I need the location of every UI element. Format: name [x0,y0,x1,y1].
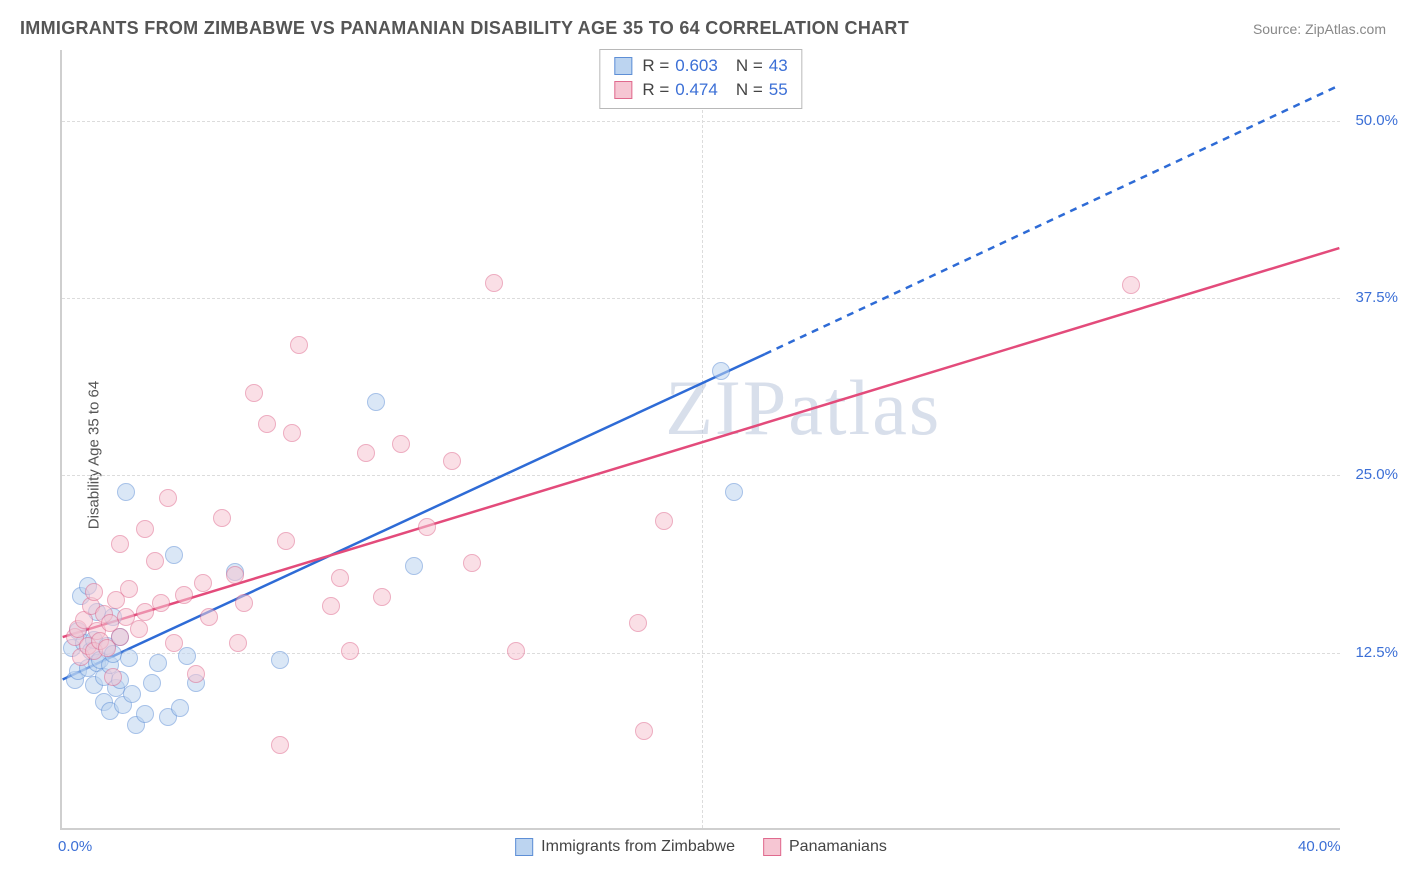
y-tick-label: 50.0% [1355,112,1398,129]
x-tick-label: 0.0% [58,838,92,855]
legend-item-zimbabwe: Immigrants from Zimbabwe [515,838,735,856]
n-label: N = [736,56,763,76]
scatter-point-panamanians [485,274,503,292]
legend-label-zimbabwe: Immigrants from Zimbabwe [541,838,735,856]
scatter-point-panamanians [373,588,391,606]
scatter-point-zimbabwe [136,705,154,723]
gridline-horizontal [62,121,1340,122]
legend-row-panamanians: R = 0.474 N = 55 [614,78,787,102]
scatter-point-panamanians [357,444,375,462]
correlation-legend: R = 0.603 N = 43 R = 0.474 N = 55 [599,49,802,109]
n-label: N = [736,80,763,100]
gridline-horizontal [62,475,1340,476]
scatter-point-zimbabwe [178,647,196,665]
chart-title: IMMIGRANTS FROM ZIMBABWE VS PANAMANIAN D… [20,18,909,39]
trend-lines-layer [62,50,1340,828]
scatter-point-panamanians [463,554,481,572]
scatter-point-panamanians [341,642,359,660]
scatter-point-zimbabwe [165,546,183,564]
scatter-point-panamanians [120,580,138,598]
scatter-point-panamanians [85,583,103,601]
scatter-point-panamanians [290,336,308,354]
scatter-point-panamanians [1122,276,1140,294]
scatter-point-panamanians [655,512,673,530]
scatter-point-panamanians [629,614,647,632]
scatter-point-zimbabwe [271,651,289,669]
y-tick-label: 37.5% [1355,289,1398,306]
plot-container: Disability Age 35 to 64 ZIPatlas R = 0.6… [50,50,1386,860]
scatter-point-panamanians [111,535,129,553]
legend-swatch-panamanians [614,81,632,99]
legend-swatch-zimbabwe [515,838,533,856]
scatter-point-zimbabwe [149,654,167,672]
scatter-point-panamanians [194,574,212,592]
scatter-point-zimbabwe [405,557,423,575]
scatter-point-panamanians [277,532,295,550]
scatter-point-panamanians [283,424,301,442]
y-tick-label: 25.0% [1355,466,1398,483]
scatter-point-panamanians [271,736,289,754]
scatter-point-panamanians [159,489,177,507]
watermark-text: ZIPatlas [665,363,941,453]
gridline-horizontal [62,653,1340,654]
scatter-point-zimbabwe [123,685,141,703]
scatter-point-panamanians [229,634,247,652]
scatter-point-panamanians [418,518,436,536]
scatter-point-panamanians [111,628,129,646]
scatter-point-panamanians [507,642,525,660]
scatter-point-panamanians [146,552,164,570]
scatter-point-panamanians [165,634,183,652]
scatter-point-panamanians [104,668,122,686]
scatter-point-zimbabwe [120,649,138,667]
scatter-point-panamanians [245,384,263,402]
scatter-point-panamanians [635,722,653,740]
legend-item-panamanians: Panamanians [763,838,887,856]
scatter-point-panamanians [322,597,340,615]
r-label: R = [642,80,669,100]
legend-row-zimbabwe: R = 0.603 N = 43 [614,54,787,78]
scatter-point-zimbabwe [367,393,385,411]
n-value-panamanians: 55 [769,80,788,100]
scatter-point-zimbabwe [725,483,743,501]
legend-swatch-panamanians [763,838,781,856]
plot-area: ZIPatlas R = 0.603 N = 43 R = 0.474 N = … [60,50,1340,830]
n-value-zimbabwe: 43 [769,56,788,76]
gridline-vertical [702,50,703,828]
scatter-point-panamanians [152,594,170,612]
r-label: R = [642,56,669,76]
scatter-point-panamanians [130,620,148,638]
legend-label-panamanians: Panamanians [789,838,887,856]
source-attribution: Source: ZipAtlas.com [1253,21,1386,37]
scatter-point-panamanians [175,586,193,604]
scatter-point-zimbabwe [171,699,189,717]
scatter-point-panamanians [226,566,244,584]
y-tick-label: 12.5% [1355,644,1398,661]
scatter-point-zimbabwe [143,674,161,692]
r-value-zimbabwe: 0.603 [675,56,718,76]
scatter-point-panamanians [392,435,410,453]
scatter-point-panamanians [258,415,276,433]
series-legend: Immigrants from Zimbabwe Panamanians [515,838,887,856]
scatter-point-zimbabwe [117,483,135,501]
scatter-point-panamanians [136,520,154,538]
scatter-point-panamanians [213,509,231,527]
gridline-horizontal [62,298,1340,299]
scatter-point-panamanians [331,569,349,587]
x-tick-label: 40.0% [1298,838,1341,855]
r-value-panamanians: 0.474 [675,80,718,100]
scatter-point-panamanians [443,452,461,470]
scatter-point-zimbabwe [712,362,730,380]
legend-swatch-zimbabwe [614,57,632,75]
scatter-point-panamanians [235,594,253,612]
scatter-point-panamanians [200,608,218,626]
